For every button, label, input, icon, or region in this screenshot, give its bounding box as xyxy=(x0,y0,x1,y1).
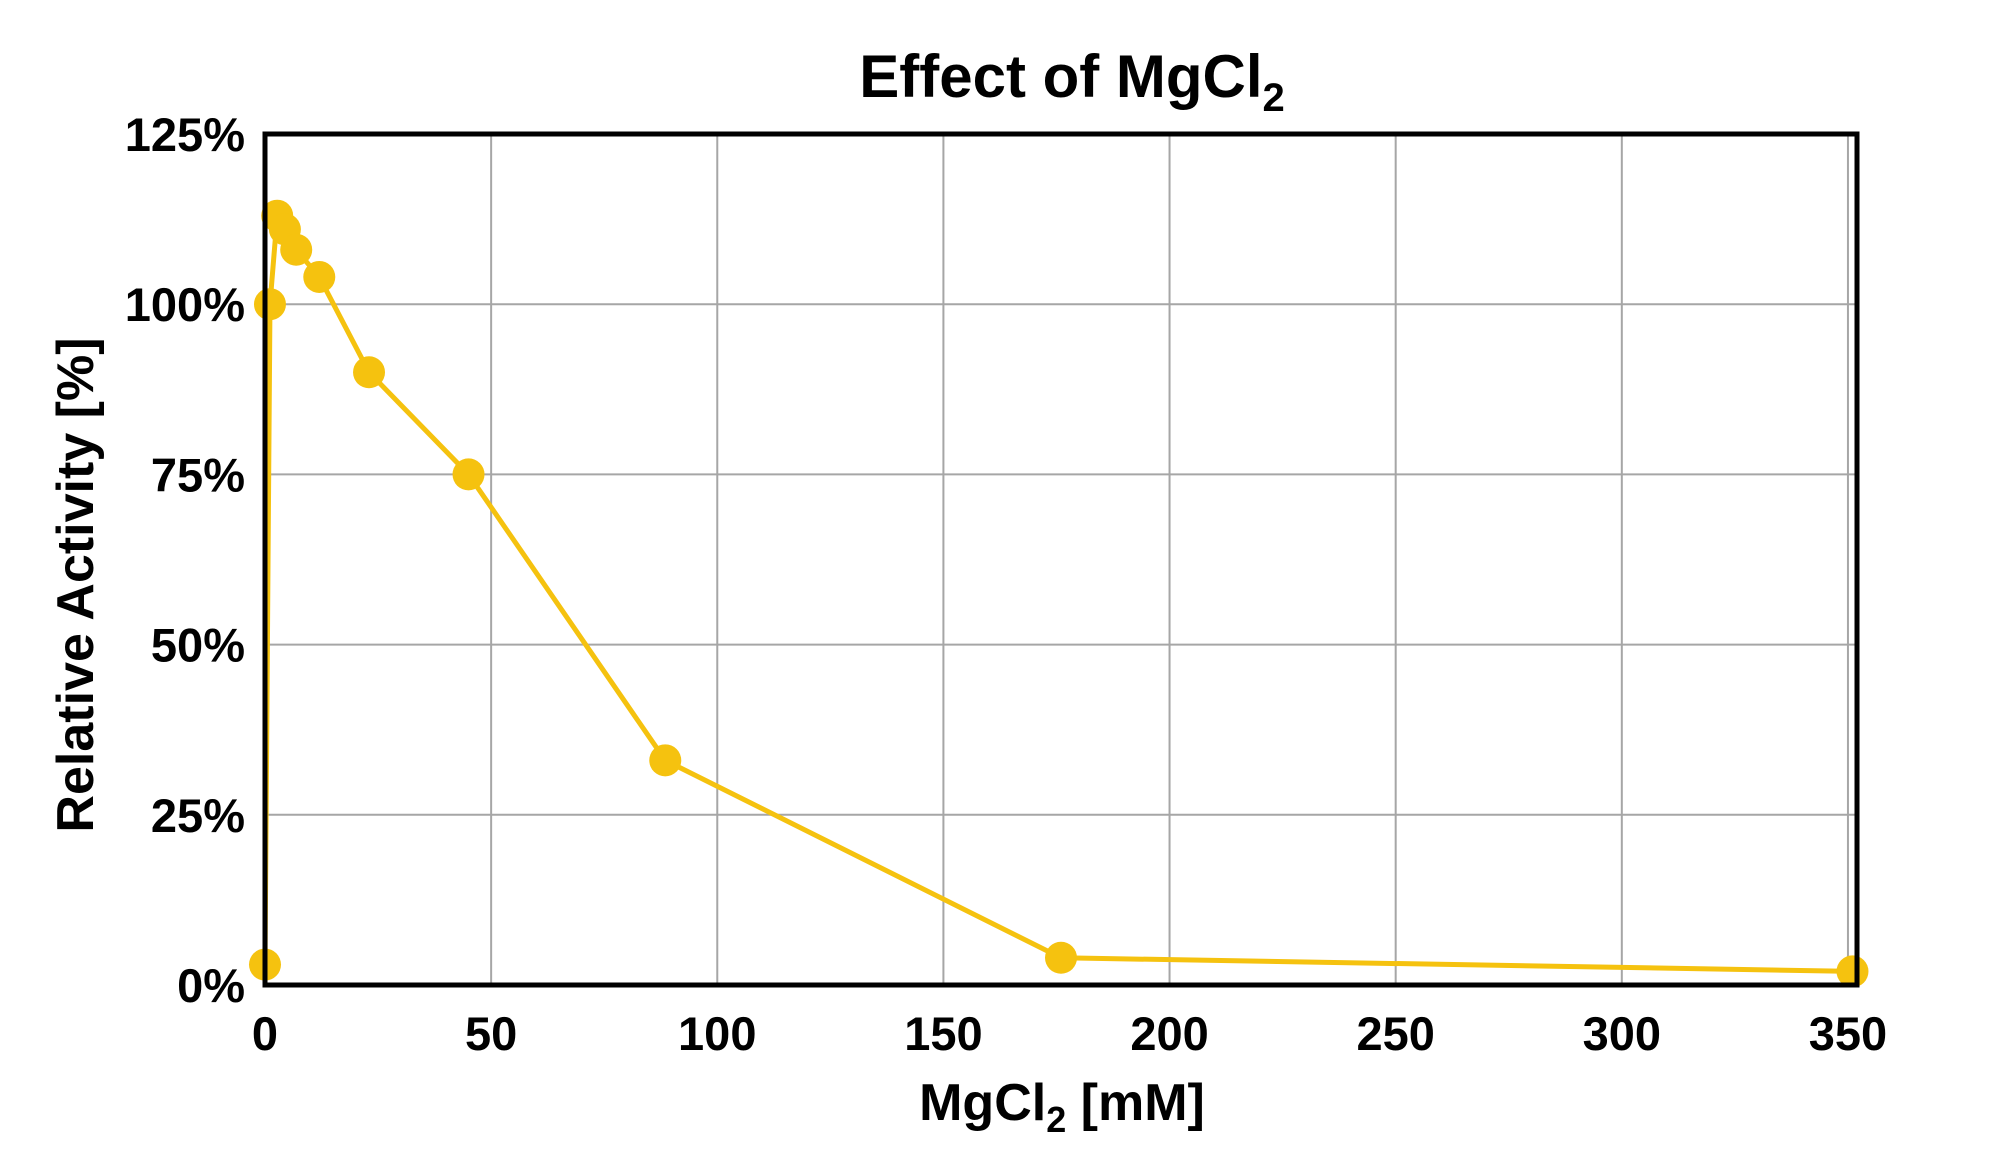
x-tick-label: 0 xyxy=(252,1007,278,1060)
y-axis-label: Relative Activity [%] xyxy=(47,337,105,832)
plot-frame xyxy=(262,131,1860,988)
y-tick-label: 50% xyxy=(151,619,245,672)
x-tick-labels: 0 50 100 150 200 250 300 350 xyxy=(252,1007,1887,1060)
chart-title: Effect of MgCl2 xyxy=(859,43,1285,120)
data-point xyxy=(452,458,485,491)
y-tick-label: 100% xyxy=(125,278,245,331)
x-axis-label-main: MgCl xyxy=(919,1074,1046,1132)
x-axis-label-subscript: 2 xyxy=(1046,1099,1066,1140)
series-layer xyxy=(249,199,1869,988)
x-axis-label: MgCl2 [mM] xyxy=(919,1074,1205,1140)
data-point xyxy=(353,356,386,389)
y-tick-label: 125% xyxy=(125,108,245,161)
chart-title-subscript: 2 xyxy=(1263,76,1285,120)
x-axis-label-unit: [mM] xyxy=(1066,1074,1205,1132)
x-tick-label: 350 xyxy=(1809,1007,1887,1060)
x-tick-label: 200 xyxy=(1130,1007,1208,1060)
data-point xyxy=(280,233,313,266)
chart-title-main: Effect of MgCl xyxy=(859,43,1262,110)
y-tick-label: 0% xyxy=(177,959,245,1012)
series-line xyxy=(262,213,1853,974)
x-tick-label: 50 xyxy=(465,1007,517,1060)
grid-lines xyxy=(264,133,1857,986)
x-tick-label: 150 xyxy=(904,1007,982,1060)
data-point xyxy=(1045,941,1077,974)
data-point xyxy=(1836,955,1869,988)
data-point xyxy=(253,288,286,321)
data-point xyxy=(649,744,682,777)
y-tick-label: 75% xyxy=(151,448,245,501)
x-tick-label: 300 xyxy=(1583,1007,1661,1060)
y-tick-label: 25% xyxy=(151,789,245,842)
y-tick-labels: 0% 25% 50% 75% 100% 125% xyxy=(125,108,245,1012)
data-point xyxy=(303,260,336,293)
x-tick-label: 100 xyxy=(678,1007,756,1060)
x-tick-label: 250 xyxy=(1356,1007,1434,1060)
